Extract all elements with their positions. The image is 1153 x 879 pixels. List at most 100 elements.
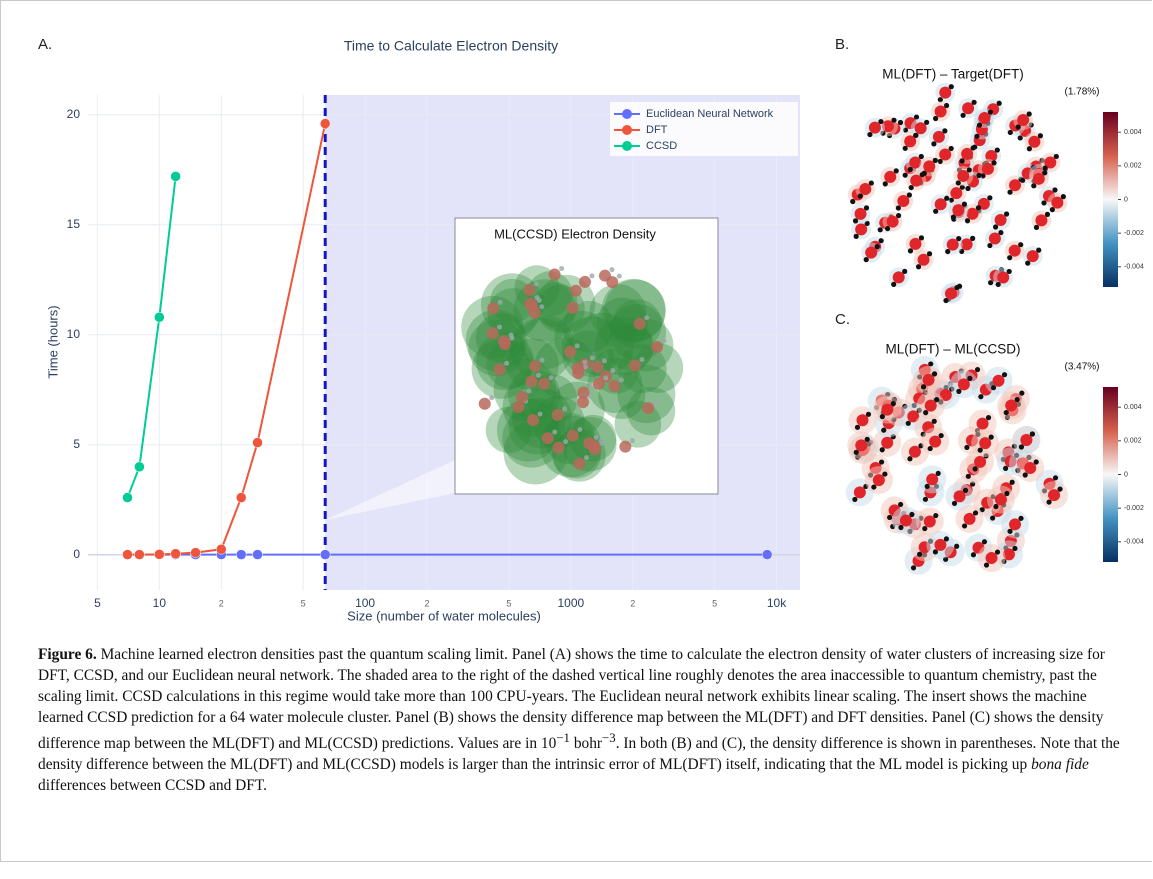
hydrogen-atom (1017, 135, 1023, 141)
hydrogen-atom (970, 552, 977, 558)
x-tick-label: 100 (355, 596, 375, 610)
oxygen-atom (886, 215, 899, 228)
x-tick-label: 2 (425, 598, 430, 608)
hydrogen-atom (965, 473, 971, 479)
oxygen-atom (934, 538, 947, 551)
density-lobe (617, 365, 676, 424)
hydrogen-atom (987, 280, 994, 286)
legend-marker (622, 125, 632, 135)
data-point (216, 544, 227, 555)
density-lobe (569, 414, 617, 462)
oxygen-atom (978, 112, 991, 125)
hydrogen-atom (931, 141, 937, 147)
density-map (845, 355, 1069, 575)
x-tick-label: 10 (153, 596, 167, 610)
hydrogen-atom (908, 184, 914, 191)
hydrogen-atom (990, 515, 996, 521)
series-line (126, 176, 177, 498)
hydrogen-atom (593, 434, 599, 440)
chart: A. Time to Calculate Electron Density Si… (38, 36, 800, 623)
hydrogen-atom (921, 170, 927, 176)
hydrogen-atom (933, 115, 939, 122)
hydrogen-atom (907, 166, 913, 173)
hydrogen-atom (920, 384, 927, 390)
oxygen-atom (994, 213, 1007, 226)
colorbar-tick-label: -0.002 (1124, 230, 1144, 237)
hydrogen-atom (918, 153, 924, 160)
oxygen-atom (591, 360, 604, 373)
hydrogen-atom (497, 324, 503, 330)
oxygen-atom (923, 515, 936, 528)
oxygen-atom (571, 362, 584, 375)
density-lobe (561, 316, 623, 377)
hydrogen-atom (609, 267, 615, 273)
hydrogen-atom (867, 131, 873, 138)
hydrogen-atom (582, 359, 588, 365)
x-tick-label: 5 (301, 598, 306, 608)
hydrogen-atom (959, 158, 965, 164)
hydrogen-atom (865, 411, 872, 417)
hydrogen-atom (987, 195, 993, 201)
hydrogen-atom (1046, 499, 1052, 505)
oxygen-atom (962, 102, 975, 115)
density-lobe (596, 297, 648, 349)
hydrogen-atom (1018, 515, 1024, 521)
hydrogen-atom (1033, 224, 1040, 230)
hydrogen-atom (504, 360, 510, 366)
hydrogen-atom (907, 248, 914, 254)
oxygen-atom (855, 439, 868, 452)
oxygen-atom (528, 306, 541, 319)
hydrogen-atom (878, 238, 884, 244)
oxygen-atom (628, 359, 641, 372)
hydrogen-atom (898, 501, 904, 508)
hydrogen-atom (1026, 146, 1032, 152)
hydrogen-atom (868, 180, 874, 186)
hydrogen-atom (945, 248, 951, 255)
density-lobe (536, 284, 585, 333)
oxygen-atom (944, 287, 957, 300)
hydrogen-atom (1057, 486, 1063, 492)
data-point (252, 549, 263, 560)
hydrogen-atom (881, 427, 887, 433)
hydrogen-atom (639, 357, 645, 363)
oxygen-atom (908, 445, 921, 458)
data-point (235, 549, 247, 560)
oxygen-atom (966, 207, 979, 220)
data-point (319, 118, 331, 129)
hydrogen-atom (944, 195, 950, 201)
oxygen-atom (619, 440, 632, 453)
hydrogen-atom (552, 429, 558, 435)
hydrogen-atom (893, 168, 899, 174)
hydrogen-atom (927, 445, 933, 452)
legend-label: CCSD (646, 140, 677, 152)
oxygen-atom (950, 187, 963, 200)
hydrogen-atom (961, 201, 967, 207)
hydrogen-atom (924, 483, 930, 490)
oxygen-atom (957, 378, 970, 391)
hydrogen-atom (902, 172, 908, 178)
panel-label: B. (835, 36, 849, 53)
oxygen-atom (1044, 156, 1057, 169)
oxygen-atom (953, 490, 966, 503)
hydrogen-atom (1018, 242, 1024, 248)
oxygen-atom (1028, 135, 1041, 148)
hydrogen-atom (962, 487, 969, 493)
density-lobe (485, 406, 533, 454)
hydrogen-atom (987, 109, 994, 115)
unit-exponent: −3 (602, 731, 616, 745)
density-lobe (496, 399, 560, 462)
oxygen-atom (598, 269, 611, 282)
hydrogen-atom (877, 227, 883, 233)
oxygen-atom (992, 374, 1005, 387)
hydrogen-atom (618, 377, 624, 383)
hydrogen-atom (1042, 165, 1048, 171)
oxygen-atom (566, 301, 579, 314)
oxygen-atom (1009, 518, 1022, 531)
hydrogen-atom (1036, 247, 1042, 253)
hydrogen-atom (951, 500, 958, 506)
oxygen-atom (527, 414, 540, 427)
hydrogen-atom (574, 343, 580, 349)
caption-emphasis: bona fide (1031, 756, 1089, 774)
hydrogen-atom (895, 212, 902, 219)
hydrogen-atom (562, 406, 568, 412)
